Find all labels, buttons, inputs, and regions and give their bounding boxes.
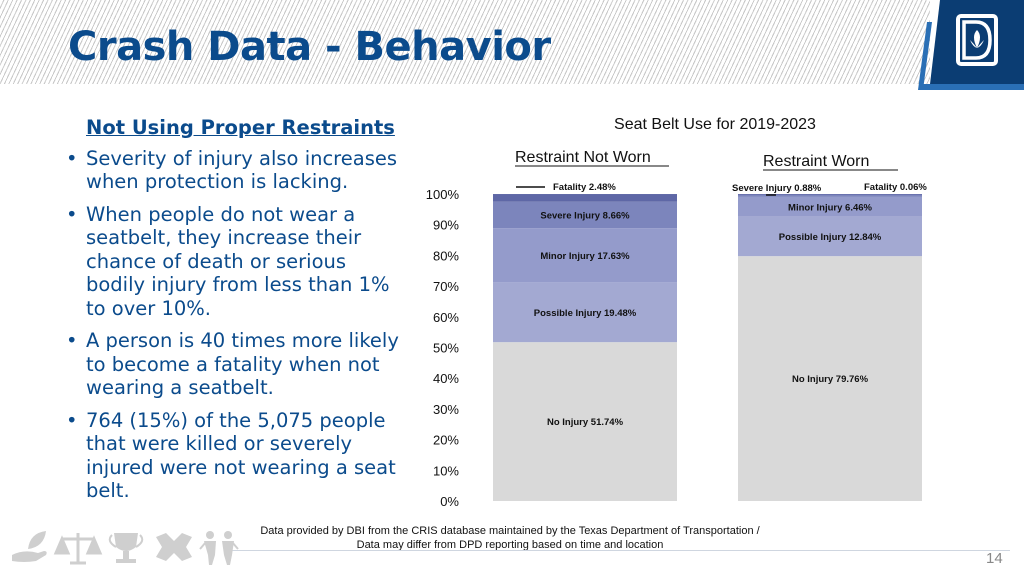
- bar-segment: [493, 194, 677, 202]
- page-title: Crash Data - Behavior: [68, 24, 551, 70]
- bullet-item: When people do not wear a seatbelt, they…: [64, 203, 409, 321]
- data-label: Possible Injury 19.48%: [534, 308, 637, 319]
- bullet-item: Severity of injury also increases when p…: [64, 147, 409, 194]
- dallas-logo-icon: [918, 0, 1024, 90]
- y-tick-label: 70%: [433, 279, 459, 294]
- data-label: Severe Injury 0.88%: [732, 183, 822, 194]
- y-tick-label: 40%: [433, 371, 459, 386]
- bullet-list: Not Using Proper Restraints Severity of …: [64, 116, 409, 512]
- footer-note-line: Data provided by DBI from the CRIS datab…: [260, 525, 760, 537]
- y-tick-label: 50%: [433, 341, 459, 356]
- page-number: 14: [986, 550, 1003, 567]
- bar-segment: [738, 196, 922, 217]
- bar-segment: [493, 282, 677, 343]
- people-icon: [199, 531, 239, 565]
- hand-leaf-icon: [12, 531, 47, 562]
- category-label: Restraint Not Worn: [515, 149, 651, 166]
- category-label: Restraint Worn: [763, 153, 869, 170]
- data-label: Minor Injury 17.63%: [540, 251, 630, 262]
- data-label: Fatality 0.06%: [864, 182, 927, 193]
- y-tick-label: 60%: [433, 310, 459, 325]
- y-tick-label: 20%: [433, 433, 459, 448]
- bullet-item: A person is 40 times more likely to beco…: [64, 329, 409, 400]
- y-tick-label: 0%: [440, 494, 459, 509]
- bar-segment: [493, 342, 677, 501]
- data-label: Possible Injury 12.84%: [779, 232, 882, 243]
- y-tick-label: 100%: [426, 187, 460, 202]
- header-hatch-band: [0, 0, 930, 84]
- bar-segment: [493, 228, 677, 283]
- data-label: No Injury 51.74%: [547, 417, 624, 428]
- data-label: Fatality 2.48%: [553, 182, 616, 193]
- bar-segment: [738, 194, 922, 197]
- trophy-icon: [108, 533, 144, 563]
- y-tick-label: 10%: [433, 463, 459, 478]
- footer-divider: [230, 550, 1010, 551]
- y-tick-label: 80%: [433, 248, 459, 263]
- bar-segment: [738, 194, 922, 195]
- bullets-heading: Not Using Proper Restraints: [86, 116, 395, 139]
- data-label: Minor Injury 6.46%: [788, 202, 872, 213]
- bar-segment: [738, 216, 922, 257]
- scales-icon: [53, 533, 103, 565]
- bar-segment: [738, 256, 922, 501]
- y-tick-label: 30%: [433, 402, 459, 417]
- footer-note: Data provided by DBI from the CRIS datab…: [250, 524, 770, 552]
- bullet-item: 764 (15%) of the 5,075 people that were …: [64, 409, 409, 503]
- y-tick-label: 90%: [433, 218, 459, 233]
- footer-icon-strip: [12, 531, 239, 565]
- footer-note-line: Data may differ from DPD reporting based…: [356, 539, 664, 551]
- chart-title: Seat Belt Use for 2019-2023: [614, 116, 816, 133]
- data-label: No Injury 79.76%: [792, 374, 869, 385]
- data-label: Severe Injury 8.66%: [540, 210, 630, 221]
- puzzle-icon: [156, 533, 192, 561]
- bar-segment: [493, 201, 677, 229]
